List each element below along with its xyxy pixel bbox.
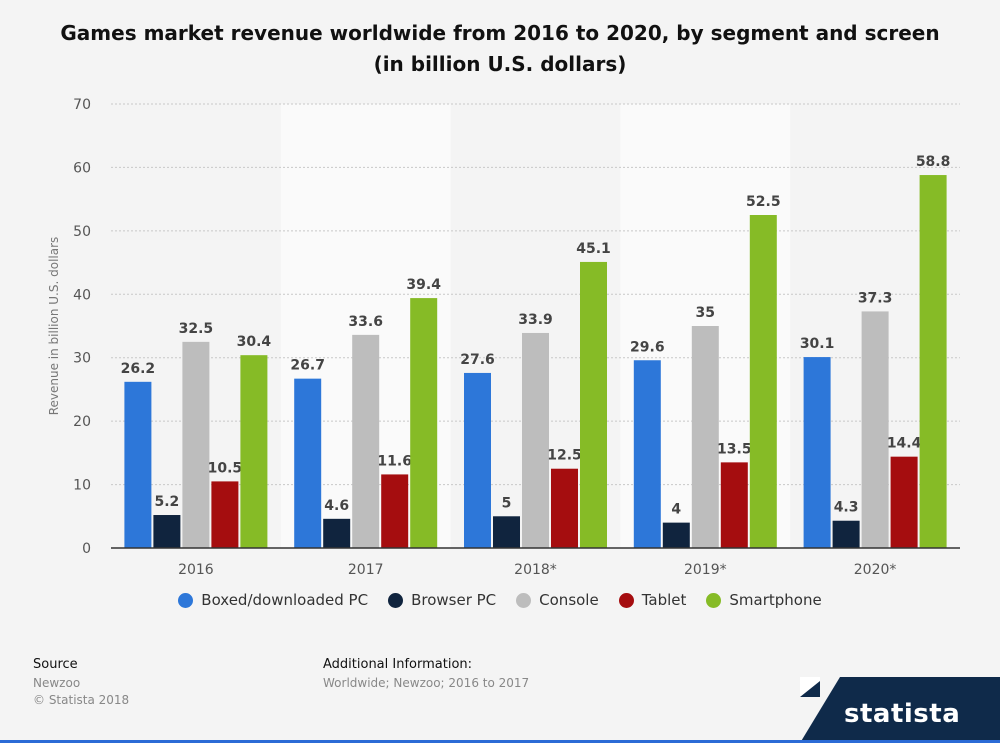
legend-label: Console bbox=[539, 591, 599, 609]
y-tick-label: 30 bbox=[73, 351, 91, 367]
legend-swatch bbox=[618, 592, 634, 608]
bar bbox=[153, 515, 181, 548]
source-block: Source Newzoo © Statista 2018 bbox=[33, 657, 129, 709]
data-label: 5.2 bbox=[154, 494, 179, 510]
data-label: 52.5 bbox=[746, 194, 781, 210]
data-label: 12.5 bbox=[547, 448, 582, 464]
x-tick-label: 2017 bbox=[348, 562, 384, 578]
data-label: 11.6 bbox=[377, 453, 412, 469]
chart-title-line1: Games market revenue worldwide from 2016… bbox=[60, 21, 940, 45]
data-label: 30.1 bbox=[800, 336, 835, 352]
data-label: 14.4 bbox=[887, 436, 922, 452]
x-tick-label: 2020* bbox=[854, 562, 897, 578]
legend-item: Smartphone bbox=[706, 591, 822, 609]
bar bbox=[381, 474, 409, 548]
bar bbox=[890, 456, 918, 548]
data-label: 5 bbox=[502, 495, 512, 511]
bar bbox=[493, 516, 520, 548]
data-label: 58.8 bbox=[916, 154, 951, 170]
copyright-text: © Statista 2018 bbox=[33, 693, 130, 707]
bar bbox=[803, 357, 831, 548]
bar bbox=[294, 378, 322, 548]
bar bbox=[410, 298, 438, 548]
y-tick-label: 20 bbox=[73, 414, 91, 430]
y-tick-label: 0 bbox=[82, 541, 91, 557]
data-label: 13.5 bbox=[717, 441, 752, 457]
legend-label: Smartphone bbox=[729, 591, 822, 609]
bar bbox=[182, 341, 210, 548]
data-label: 29.6 bbox=[630, 339, 665, 355]
bar bbox=[323, 518, 351, 548]
statista-logo: statista bbox=[800, 677, 1000, 743]
y-axis-label: Revenue in billion U.S. dollars bbox=[47, 237, 61, 416]
data-label: 26.2 bbox=[121, 361, 156, 377]
bar bbox=[352, 334, 380, 548]
y-tick-label: 10 bbox=[73, 478, 91, 494]
bar bbox=[580, 261, 607, 548]
data-label: 4 bbox=[671, 502, 681, 518]
bar bbox=[240, 355, 268, 548]
bar bbox=[749, 215, 777, 548]
legend-item: Tablet bbox=[618, 591, 687, 609]
legend-swatch bbox=[706, 592, 722, 608]
data-label: 33.6 bbox=[348, 314, 383, 330]
y-tick-label: 70 bbox=[73, 97, 91, 113]
data-label: 26.7 bbox=[290, 358, 325, 374]
y-tick-label: 60 bbox=[73, 160, 91, 176]
legend-label: Browser PC bbox=[411, 591, 497, 609]
bar bbox=[522, 332, 549, 548]
additional-info-heading: Additional Information: bbox=[323, 657, 473, 672]
legend-item: Browser PC bbox=[388, 591, 496, 609]
brand-name: statista bbox=[844, 699, 961, 729]
legend-swatch bbox=[388, 592, 404, 608]
bottom-accent-line bbox=[0, 740, 1000, 743]
y-tick-label: 40 bbox=[73, 287, 91, 303]
bar bbox=[662, 522, 690, 548]
legend-swatch bbox=[178, 592, 194, 608]
source-text: Newzoo bbox=[33, 676, 81, 690]
source-heading: Source bbox=[33, 657, 78, 672]
bar bbox=[211, 481, 239, 548]
x-tick-label: 2016 bbox=[178, 562, 214, 578]
logo-background bbox=[800, 677, 1000, 743]
data-label: 45.1 bbox=[576, 241, 611, 257]
data-label: 35 bbox=[696, 305, 715, 321]
bar bbox=[919, 175, 947, 549]
data-label: 30.4 bbox=[237, 334, 272, 350]
bar bbox=[633, 360, 661, 548]
data-label: 39.4 bbox=[406, 277, 441, 293]
data-label: 27.6 bbox=[460, 352, 495, 368]
legend-item: Console bbox=[516, 591, 599, 609]
chart-legend: Boxed/downloaded PC Browser PC Console Tabl… bbox=[0, 591, 1000, 609]
bar bbox=[861, 311, 889, 548]
chart-title-line2: (in billion U.S. dollars) bbox=[373, 52, 627, 76]
bar bbox=[691, 326, 719, 548]
data-label: 32.5 bbox=[179, 321, 214, 337]
x-tick-label: 2019* bbox=[684, 562, 727, 578]
bar bbox=[551, 468, 578, 548]
data-label: 10.5 bbox=[208, 460, 243, 476]
data-label: 4.3 bbox=[834, 500, 859, 516]
data-label: 4.6 bbox=[324, 498, 349, 514]
data-label: 33.9 bbox=[518, 312, 553, 328]
legend-label: Boxed/downloaded PC bbox=[201, 591, 369, 609]
bar bbox=[124, 381, 152, 548]
legend-label: Tablet bbox=[641, 591, 687, 609]
y-tick-label: 50 bbox=[73, 224, 91, 240]
additional-info-block: Additional Information: Worldwide; Newzo… bbox=[323, 657, 529, 692]
additional-info-text: Worldwide; Newzoo; 2016 to 2017 bbox=[323, 676, 530, 690]
bar bbox=[720, 462, 748, 548]
data-label: 37.3 bbox=[858, 290, 893, 306]
statista-mark-icon bbox=[800, 677, 820, 697]
x-tick-label: 2018* bbox=[514, 562, 557, 578]
bar bbox=[832, 520, 860, 548]
chart-title: Games market revenue worldwide from 2016… bbox=[0, 18, 1000, 80]
bar-chart: 0 10 20 30 40 50 60 70 Revenue in billion U.S. d… bbox=[47, 97, 960, 578]
legend-item: Boxed/downloaded PC bbox=[178, 591, 368, 609]
legend-swatch bbox=[516, 592, 532, 608]
bar bbox=[464, 372, 491, 548]
